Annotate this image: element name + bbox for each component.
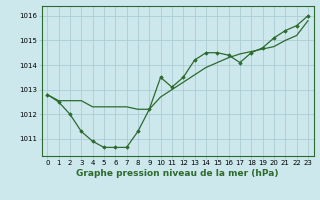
X-axis label: Graphe pression niveau de la mer (hPa): Graphe pression niveau de la mer (hPa) [76,169,279,178]
